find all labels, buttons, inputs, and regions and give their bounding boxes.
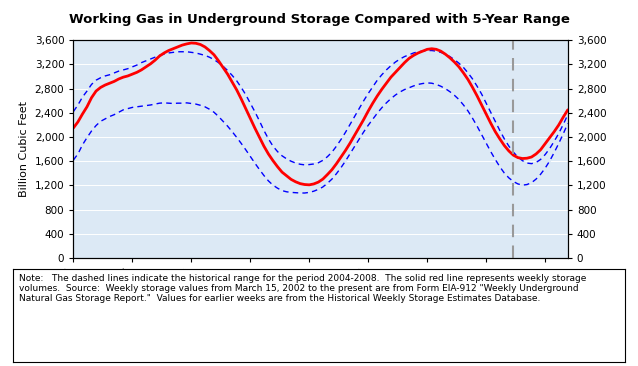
Text: Note:   The dashed lines indicate the historical range for the period 2004-2008.: Note: The dashed lines indicate the hist… [19,274,586,303]
Y-axis label: Billion Cubic Feet: Billion Cubic Feet [19,101,29,197]
Text: Working Gas in Underground Storage Compared with 5-Year Range: Working Gas in Underground Storage Compa… [68,13,570,26]
